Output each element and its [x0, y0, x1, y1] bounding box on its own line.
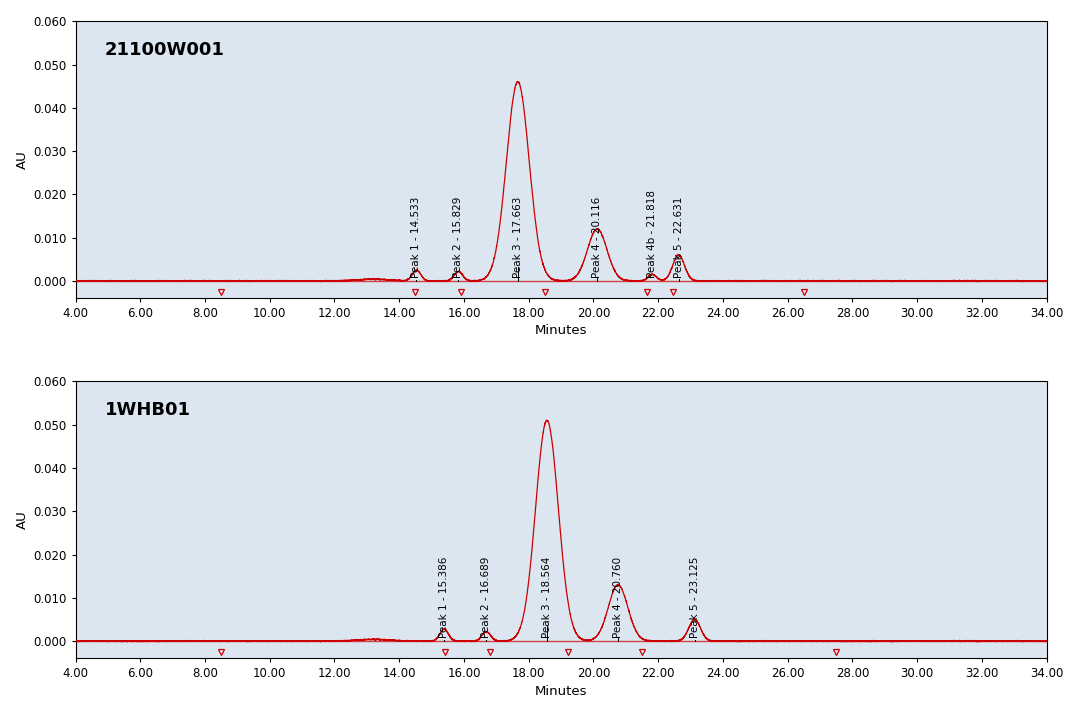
Text: Peak 2 - 15.829: Peak 2 - 15.829 [453, 196, 464, 278]
Text: 21100W001: 21100W001 [105, 40, 224, 59]
Text: Peak 2 - 16.689: Peak 2 - 16.689 [481, 556, 491, 638]
Text: Peak 3 - 17.663: Peak 3 - 17.663 [513, 196, 523, 278]
Y-axis label: AU: AU [16, 510, 29, 530]
Text: Peak 5 - 22.631: Peak 5 - 22.631 [673, 196, 684, 278]
Text: Peak 3 - 18.564: Peak 3 - 18.564 [542, 556, 552, 638]
Text: Peak 1 - 14.533: Peak 1 - 14.533 [411, 196, 422, 278]
Text: Peak 5 - 23.125: Peak 5 - 23.125 [689, 556, 699, 638]
X-axis label: Minutes: Minutes [535, 685, 587, 697]
Y-axis label: AU: AU [16, 150, 29, 169]
Text: Peak 1 - 15.386: Peak 1 - 15.386 [439, 556, 449, 638]
Text: Peak 4b - 21.818: Peak 4b - 21.818 [647, 190, 657, 278]
Text: 1WHB01: 1WHB01 [105, 401, 191, 419]
X-axis label: Minutes: Minutes [535, 324, 587, 338]
Text: Peak 4 - 20.760: Peak 4 - 20.760 [613, 556, 623, 638]
Text: Peak 4 - 20.116: Peak 4 - 20.116 [592, 196, 602, 278]
